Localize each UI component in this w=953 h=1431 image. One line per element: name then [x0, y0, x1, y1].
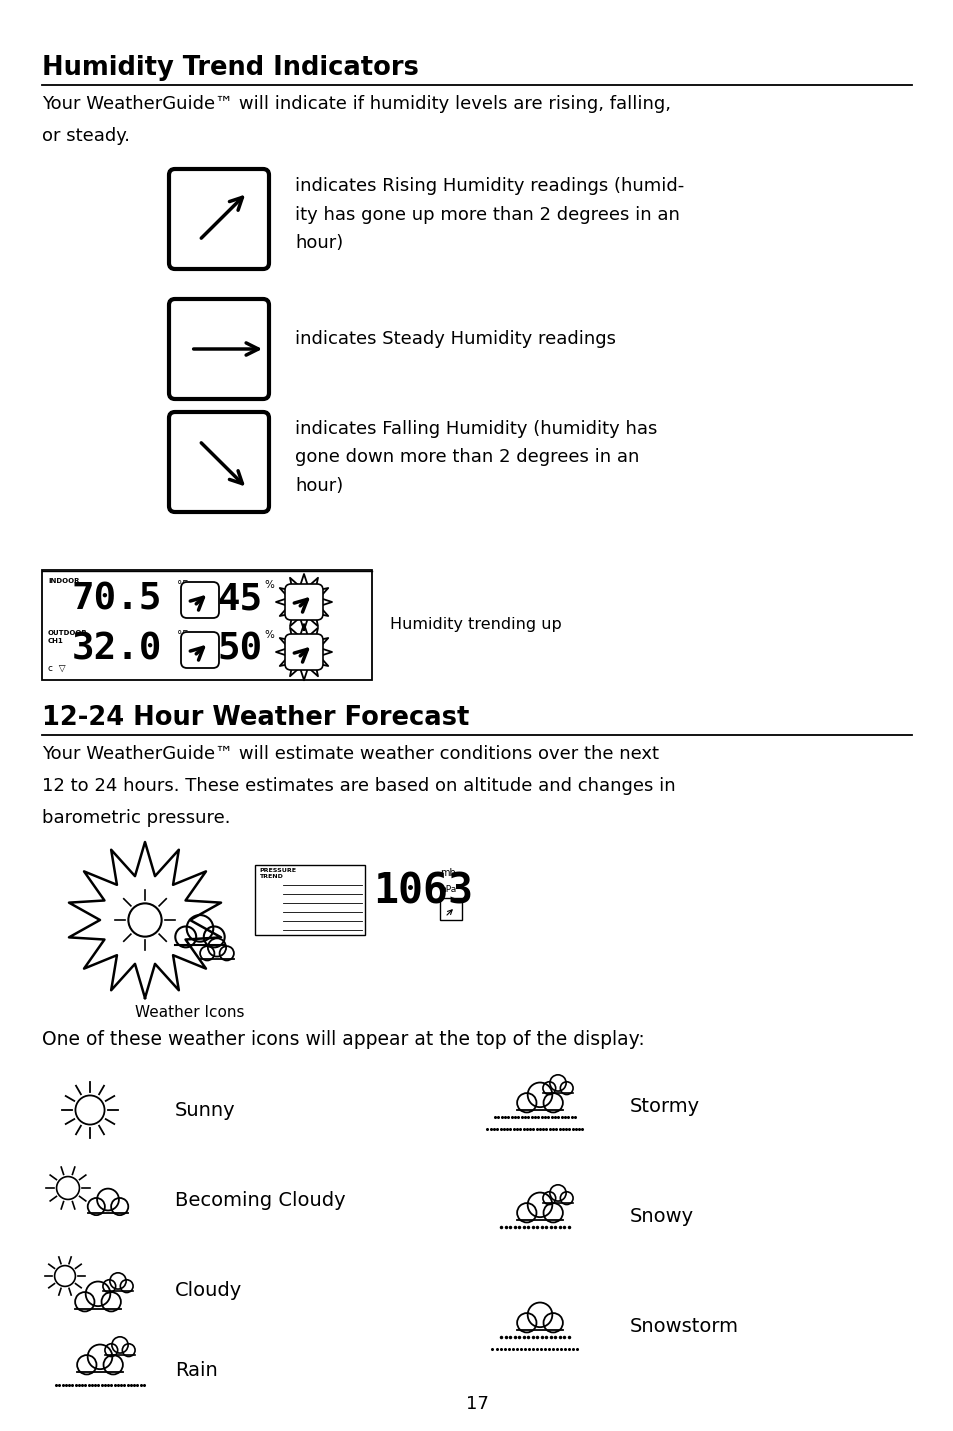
Text: 50: 50 [216, 633, 262, 668]
FancyBboxPatch shape [169, 299, 269, 399]
Text: or steady.: or steady. [42, 127, 130, 145]
Text: 12-24 Hour Weather Forecast: 12-24 Hour Weather Forecast [42, 705, 469, 731]
Text: Snowstorm: Snowstorm [629, 1318, 739, 1337]
Text: One of these weather icons will appear at the top of the display:: One of these weather icons will appear a… [42, 1030, 644, 1049]
Text: barometric pressure.: barometric pressure. [42, 809, 231, 827]
Text: 12 to 24 hours. These estimates are based on altitude and changes in: 12 to 24 hours. These estimates are base… [42, 777, 675, 796]
Text: 17: 17 [465, 1395, 488, 1412]
FancyBboxPatch shape [169, 412, 269, 512]
Bar [439, 899, 461, 920]
Text: 45: 45 [216, 582, 262, 618]
Text: 32.0: 32.0 [71, 633, 162, 668]
Text: Cloudy: Cloudy [174, 1281, 242, 1299]
Text: INDOOR: INDOOR [48, 578, 79, 584]
Text: °F: °F [177, 580, 188, 590]
Text: Humidity Trend Indicators: Humidity Trend Indicators [42, 54, 418, 82]
Text: 70.5: 70.5 [71, 582, 162, 618]
Text: indicates Steady Humidity readings: indicates Steady Humidity readings [294, 331, 616, 348]
Text: Your WeatherGuide™ will estimate weather conditions over the next: Your WeatherGuide™ will estimate weather… [42, 746, 659, 763]
FancyBboxPatch shape [181, 633, 219, 668]
Text: 1063: 1063 [373, 870, 473, 912]
Text: PRESSURE
TREND: PRESSURE TREND [258, 869, 295, 879]
FancyBboxPatch shape [285, 634, 323, 670]
Bar [254, 864, 365, 934]
FancyBboxPatch shape [181, 582, 219, 618]
Text: %: % [264, 580, 274, 590]
Text: mb: mb [439, 869, 456, 879]
FancyBboxPatch shape [169, 169, 269, 269]
Text: OUTDOOR
CH1: OUTDOOR CH1 [48, 630, 88, 644]
Text: Rain: Rain [174, 1361, 217, 1379]
Bar [42, 570, 372, 680]
Text: Sunny: Sunny [174, 1100, 235, 1119]
Text: c  ▽: c ▽ [48, 665, 66, 674]
Text: Snowy: Snowy [629, 1208, 694, 1226]
Text: Becoming Cloudy: Becoming Cloudy [174, 1191, 345, 1209]
Text: °F: °F [177, 630, 188, 640]
Text: hPa: hPa [439, 884, 456, 894]
Text: indicates Rising Humidity readings (humid-
ity has gone up more than 2 degrees i: indicates Rising Humidity readings (humi… [294, 177, 683, 252]
Text: indicates Falling Humidity (humidity has
gone down more than 2 degrees in an
hou: indicates Falling Humidity (humidity has… [294, 421, 657, 495]
Text: Stormy: Stormy [629, 1098, 700, 1116]
FancyBboxPatch shape [285, 584, 323, 620]
Text: Your WeatherGuide™ will indicate if humidity levels are rising, falling,: Your WeatherGuide™ will indicate if humi… [42, 94, 670, 113]
Text: Humidity trending up: Humidity trending up [390, 618, 561, 633]
Text: %: % [264, 630, 274, 640]
Text: Weather Icons: Weather Icons [135, 1005, 244, 1020]
